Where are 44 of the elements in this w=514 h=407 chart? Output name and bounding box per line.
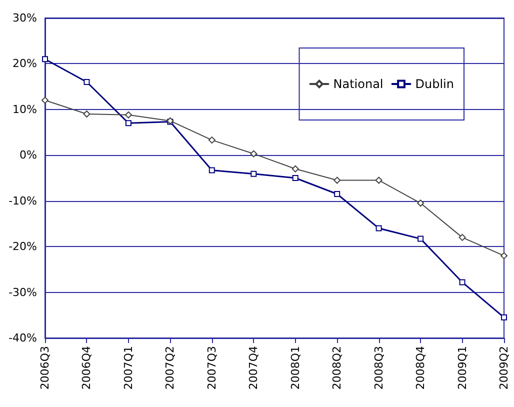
point <box>125 120 132 126</box>
point <box>208 136 216 144</box>
point <box>83 110 90 118</box>
point <box>376 225 382 232</box>
point <box>375 176 382 184</box>
point <box>42 56 48 62</box>
x-tick-label: 2007Q2 <box>164 346 177 390</box>
point <box>250 150 258 158</box>
y-tick-label: 0% <box>20 148 37 162</box>
x-tick-label: 2006Q3 <box>38 346 52 390</box>
x-tick-label: 2007Q1 <box>122 346 135 390</box>
x-tick-label: 2008Q1 <box>288 346 302 390</box>
y-tick-label: 10% <box>12 102 37 116</box>
point <box>417 200 424 207</box>
point <box>124 111 132 118</box>
y-tick-label: -40% <box>8 332 37 344</box>
x-tick-label: 2007Q3 <box>205 346 218 390</box>
y-tick-label: -30% <box>8 286 37 299</box>
point <box>292 175 298 181</box>
point <box>334 191 340 197</box>
point <box>42 96 48 104</box>
x-tick-label: 2009Q1 <box>456 346 469 390</box>
legend-label: Dublin <box>415 77 454 91</box>
point <box>334 176 341 184</box>
point <box>292 165 299 172</box>
y-tick-label: -10% <box>8 194 37 208</box>
x-tick-label: 2006Q4 <box>80 346 94 390</box>
x-tick-label: 2008Q3 <box>372 346 386 390</box>
point <box>459 279 466 286</box>
x-tick-label: 2008Q4 <box>414 346 428 390</box>
x-tick-label: 2009Q2 <box>498 346 510 390</box>
point <box>458 234 466 241</box>
x-tick-label: 2008Q2 <box>330 346 344 390</box>
point <box>250 170 257 177</box>
y-tick-label: 30% <box>12 12 37 24</box>
x-tick-label: 2007Q4 <box>247 346 260 390</box>
point <box>84 79 90 85</box>
y-tick-label: -20% <box>8 240 37 254</box>
point <box>500 252 508 260</box>
legend-label: National <box>333 77 384 91</box>
point <box>418 236 424 242</box>
point <box>501 314 507 320</box>
y-tick-label: 20% <box>12 57 37 70</box>
point <box>208 167 215 174</box>
